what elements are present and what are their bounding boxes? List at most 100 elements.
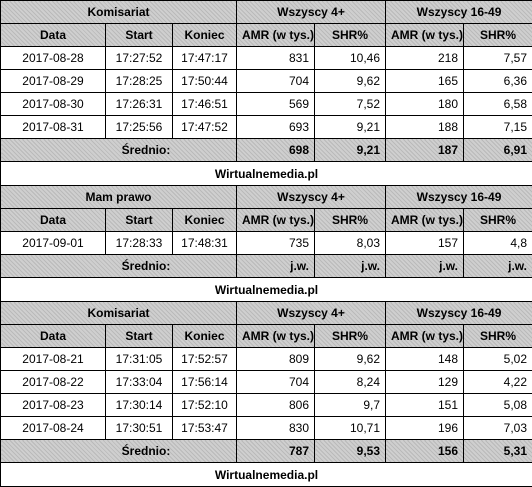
- value-cell: 693: [237, 116, 315, 139]
- value-cell: 218: [386, 47, 464, 70]
- column-header: Koniec: [173, 325, 237, 348]
- value-cell: 148: [386, 348, 464, 371]
- value-cell: 7,03: [464, 417, 532, 440]
- value-cell: 9,7: [315, 394, 386, 417]
- average-value: 5,31: [464, 440, 532, 463]
- time-cell: 17:48:31: [173, 232, 237, 255]
- time-cell: 17:53:47: [173, 417, 237, 440]
- value-cell: 10,71: [315, 417, 386, 440]
- source-row: Wirtualnemedia.pl: [1, 463, 532, 487]
- value-cell: 7,52: [315, 93, 386, 116]
- average-label: Średnio:: [1, 255, 237, 278]
- time-cell: 17:52:10: [173, 394, 237, 417]
- column-header: AMR (w tys.): [237, 325, 315, 348]
- value-cell: 6,36: [464, 70, 532, 93]
- value-cell: 129: [386, 371, 464, 394]
- value-cell: 4,8: [464, 232, 532, 255]
- average-value: 187: [386, 139, 464, 162]
- value-cell: 8,03: [315, 232, 386, 255]
- value-cell: 806: [237, 394, 315, 417]
- column-header: SHR%: [464, 209, 532, 232]
- time-cell: 17:26:31: [106, 93, 173, 116]
- date-cell: 2017-08-30: [1, 93, 106, 116]
- source-label: Wirtualnemedia.pl: [1, 162, 532, 186]
- value-cell: 8,24: [315, 371, 386, 394]
- date-cell: 2017-08-21: [1, 348, 106, 371]
- average-row: Średnio:j.w.j.w.j.w.j.w.: [1, 255, 532, 278]
- value-cell: 809: [237, 348, 315, 371]
- value-cell: 157: [386, 232, 464, 255]
- column-header: AMR (w tys.): [386, 209, 464, 232]
- date-cell: 2017-08-28: [1, 47, 106, 70]
- average-value: j.w.: [315, 255, 386, 278]
- value-cell: 9,62: [315, 70, 386, 93]
- average-value: 787: [237, 440, 315, 463]
- average-value: 9,53: [315, 440, 386, 463]
- time-cell: 17:28:33: [106, 232, 173, 255]
- show-title: Mam prawo: [1, 186, 237, 209]
- value-cell: 165: [386, 70, 464, 93]
- column-header: SHR%: [464, 24, 532, 47]
- column-header: AMR (w tys.): [237, 209, 315, 232]
- time-cell: 17:56:14: [173, 371, 237, 394]
- average-value: 156: [386, 440, 464, 463]
- value-cell: 831: [237, 47, 315, 70]
- time-cell: 17:46:51: [173, 93, 237, 116]
- group-header-all: Wszyscy 4+: [237, 302, 386, 325]
- value-cell: 4,22: [464, 371, 532, 394]
- time-cell: 17:25:56: [106, 116, 173, 139]
- average-value: 698: [237, 139, 315, 162]
- average-value: 6,91: [464, 139, 532, 162]
- group-header-16-49: Wszyscy 16-49: [386, 1, 532, 24]
- column-header: AMR (w tys.): [386, 24, 464, 47]
- value-cell: 9,21: [315, 116, 386, 139]
- column-header: SHR%: [315, 24, 386, 47]
- average-label: Średnio:: [1, 440, 237, 463]
- time-cell: 17:47:52: [173, 116, 237, 139]
- source-row: Wirtualnemedia.pl: [1, 162, 532, 186]
- column-header: Koniec: [173, 209, 237, 232]
- value-cell: 188: [386, 116, 464, 139]
- date-cell: 2017-08-24: [1, 417, 106, 440]
- time-cell: 17:33:04: [106, 371, 173, 394]
- date-cell: 2017-08-23: [1, 394, 106, 417]
- column-header: Data: [1, 209, 106, 232]
- column-header: SHR%: [464, 325, 532, 348]
- time-cell: 17:31:05: [106, 348, 173, 371]
- value-cell: 196: [386, 417, 464, 440]
- value-cell: 735: [237, 232, 315, 255]
- column-header: Koniec: [173, 24, 237, 47]
- value-cell: 7,15: [464, 116, 532, 139]
- column-header: AMR (w tys.): [386, 325, 464, 348]
- column-header: Start: [106, 325, 173, 348]
- time-cell: 17:30:51: [106, 417, 173, 440]
- value-cell: 830: [237, 417, 315, 440]
- value-cell: 6,58: [464, 93, 532, 116]
- column-header: Data: [1, 24, 106, 47]
- value-cell: 9,62: [315, 348, 386, 371]
- time-cell: 17:27:52: [106, 47, 173, 70]
- value-cell: 10,46: [315, 47, 386, 70]
- value-cell: 7,57: [464, 47, 532, 70]
- source-label: Wirtualnemedia.pl: [1, 278, 532, 302]
- column-header: Start: [106, 24, 173, 47]
- value-cell: 5,08: [464, 394, 532, 417]
- group-header-16-49: Wszyscy 16-49: [386, 186, 532, 209]
- date-cell: 2017-08-22: [1, 371, 106, 394]
- group-header-all: Wszyscy 4+: [237, 1, 386, 24]
